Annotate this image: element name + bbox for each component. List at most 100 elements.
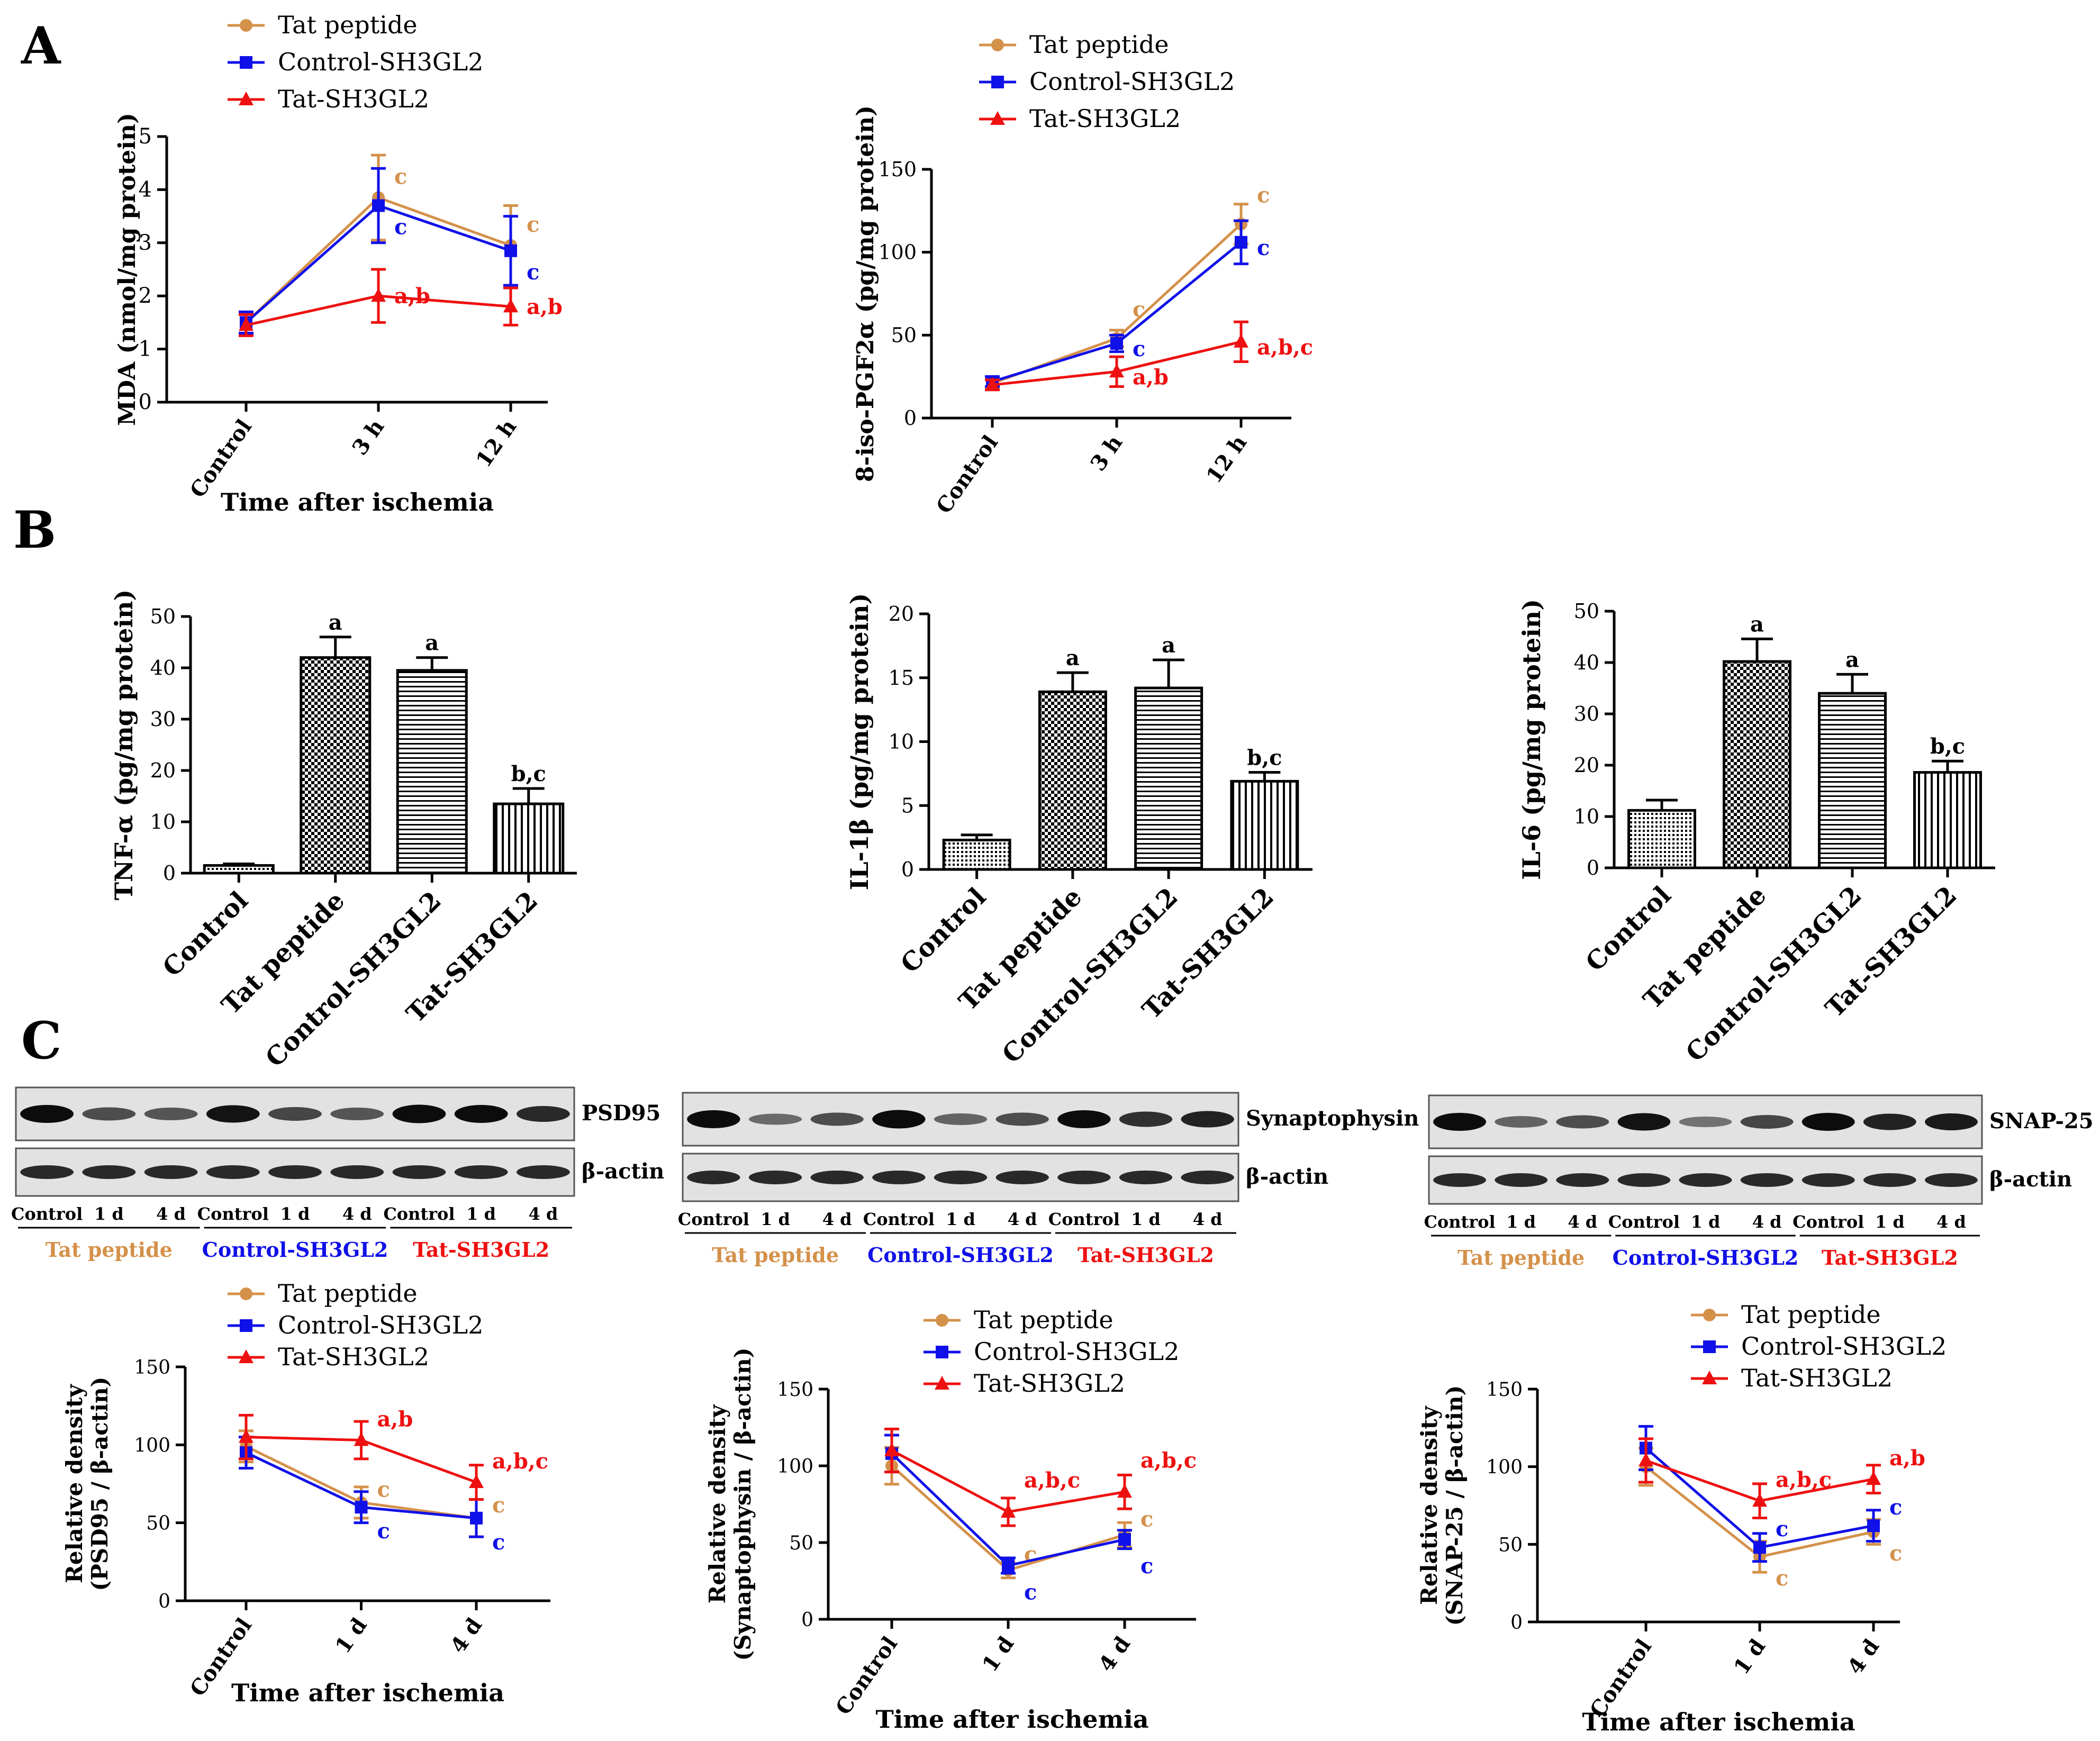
blot2-band	[810, 1112, 864, 1126]
isop-significance-label: c	[1257, 235, 1270, 260]
snap-point-triangle	[1752, 1493, 1767, 1507]
isop-x-tick-label: 3 h	[1085, 431, 1127, 476]
mda-point-triangle	[371, 288, 386, 302]
syn-legend-label: Tat peptide	[974, 1305, 1114, 1334]
isop-point-triangle	[1234, 333, 1248, 348]
psd95-y-tick-label: 100	[134, 1435, 170, 1456]
il1b-x-tick-label: Control-SH3GL2	[997, 882, 1184, 1069]
isop-point-triangle	[1109, 364, 1124, 378]
blot2-lane-label: Control	[1048, 1209, 1120, 1229]
mda-point-triangle	[503, 298, 518, 313]
syn-legend-point-square	[936, 1346, 948, 1358]
blot3-band	[1617, 1113, 1671, 1131]
blot1-band	[144, 1108, 198, 1120]
blot1-actin-band	[206, 1165, 260, 1179]
il1b-significance-label: a	[1162, 633, 1175, 658]
syn-significance-label: c	[1024, 1580, 1037, 1605]
blot3-band	[1802, 1113, 1855, 1131]
syn-significance-label: c	[1140, 1554, 1153, 1579]
mda-significance-label: c	[394, 164, 407, 189]
syn-series-tatsh: a,b,c a,b,c	[884, 1427, 1197, 1527]
il6-significance-label: a	[1845, 647, 1859, 672]
blot1-band	[516, 1106, 570, 1122]
panel-label-c: C	[21, 1011, 61, 1071]
syn-point-triangle	[884, 1443, 899, 1456]
syn-y-tick-label: 0	[801, 1609, 813, 1631]
mda-legend-label: Control-SH3GL2	[278, 48, 483, 76]
tnf-y-tick-label: 0	[163, 862, 176, 885]
il6-bar	[1627, 809, 1696, 869]
il6-y-tick-label: 0	[1587, 856, 1599, 879]
blot3-band	[1740, 1115, 1794, 1129]
mda-legend-label: Tat-SH3GL2	[278, 85, 429, 113]
psd95-x-tick-label: 4 d	[446, 1613, 487, 1658]
chart-synaptophysin-density: 0 50 100 150 Relative density (Synaptophysin …	[704, 1305, 1197, 1734]
il6-bar	[1913, 771, 1982, 869]
blot1-lane-label: Control	[11, 1204, 83, 1224]
mda-point-triangle	[239, 317, 254, 331]
psd95-significance-label: a,b,c	[492, 1449, 548, 1474]
blot2-lane-label: 4 d	[1008, 1209, 1037, 1229]
psd95-legend-label: Control-SH3GL2	[278, 1311, 483, 1339]
isop-legend-point-square	[991, 76, 1004, 88]
il6-y-tick-label: 20	[1574, 754, 1599, 777]
snap-point-triangle	[1639, 1452, 1653, 1466]
psd95-y-label: Relative density	[61, 1383, 87, 1583]
il6-x-tick-label: Control-SH3GL2	[1680, 881, 1868, 1068]
syn-point-square	[1118, 1533, 1131, 1546]
isop-x-tick-label: Control	[931, 431, 1003, 518]
il1b-bar	[1038, 690, 1107, 871]
isop-y-label: 8-iso-PGF2α (pg/mg protein)	[852, 105, 879, 482]
mda-significance-label: c	[394, 215, 407, 240]
blot1-actin-band	[454, 1165, 508, 1179]
syn-series-control: cc	[884, 1434, 1153, 1605]
chart-tnf-alpha: 0 10 20 30 40 50 TNF-α (pg/mg protein) Control a…	[110, 590, 577, 1073]
isop-series-control: cc	[985, 219, 1270, 388]
blot2-lane-label: Control	[678, 1209, 749, 1229]
western-blot-psd95: PSD95 β-actin Control 1 d 4 d Control 1 d 4 d Co…	[11, 1086, 664, 1262]
chart-psd95-density: 0 50 100 150 Relative density (PSD95 / β-acti…	[61, 1279, 550, 1707]
blot2-band	[1181, 1111, 1234, 1128]
mda-y-tick-label: 0	[139, 390, 152, 414]
syn-y-label-2: (Synaptophysin / β-actin)	[730, 1347, 756, 1661]
blot1-protein-label: PSD95	[582, 1101, 660, 1126]
blot1-actin-label: β-actin	[582, 1159, 664, 1184]
isop-legend-point-triangle	[990, 111, 1005, 125]
blot3-band	[1433, 1113, 1486, 1131]
isop-legend-label: Tat-SH3GL2	[1029, 104, 1181, 133]
blot1-lane-label: 1 d	[280, 1204, 310, 1224]
psd95-x-tick-label: 1 d	[330, 1613, 372, 1658]
isop-point-square	[1235, 235, 1247, 249]
tnf-significance-label: b,c	[511, 761, 546, 786]
snap-y-tick-label: 0	[1510, 1612, 1523, 1634]
blot2-band	[1119, 1111, 1173, 1127]
tnf-y-tick-label: 50	[150, 605, 176, 628]
il6-y-tick-label: 10	[1574, 805, 1599, 828]
tnf-y-tick-label: 30	[150, 708, 176, 731]
western-blot-snap25: SNAP-25 β-actin Control 1 d 4 d Control 1 d 4 d…	[1424, 1094, 2094, 1270]
blot3-band	[1925, 1113, 1978, 1130]
isop-legend-label: Tat peptide	[1029, 30, 1169, 59]
syn-x-label: Time after ischemia	[875, 1705, 1148, 1734]
blot3-lane-label: 4 d	[1936, 1212, 1966, 1232]
tnf-x-tick-label: Control-SH3GL2	[260, 886, 447, 1073]
blot3-group-label: Tat-SH3GL2	[1822, 1246, 1958, 1270]
blot2-band	[934, 1113, 988, 1125]
blot3-lane-label: 1 d	[1875, 1212, 1905, 1232]
syn-legend-point-triangle	[935, 1376, 949, 1390]
blot1-actin-band	[20, 1165, 74, 1179]
mda-point-square	[504, 244, 517, 257]
isop-legend-point-circle	[991, 39, 1004, 51]
blot2-lane-label: Control	[863, 1209, 935, 1229]
syn-legend-label: Tat-SH3GL2	[974, 1369, 1125, 1398]
syn-point-triangle	[1001, 1504, 1016, 1518]
psd95-legend-point-square	[240, 1319, 252, 1332]
tnf-y-tick-label: 10	[150, 810, 176, 833]
psd95-series-tatsh: a,b a,b,c	[239, 1407, 548, 1501]
isop-significance-label: a,b	[1133, 365, 1169, 389]
blot3-actin-band	[1495, 1173, 1548, 1187]
tnf-x-tick-label: Control	[157, 886, 254, 983]
